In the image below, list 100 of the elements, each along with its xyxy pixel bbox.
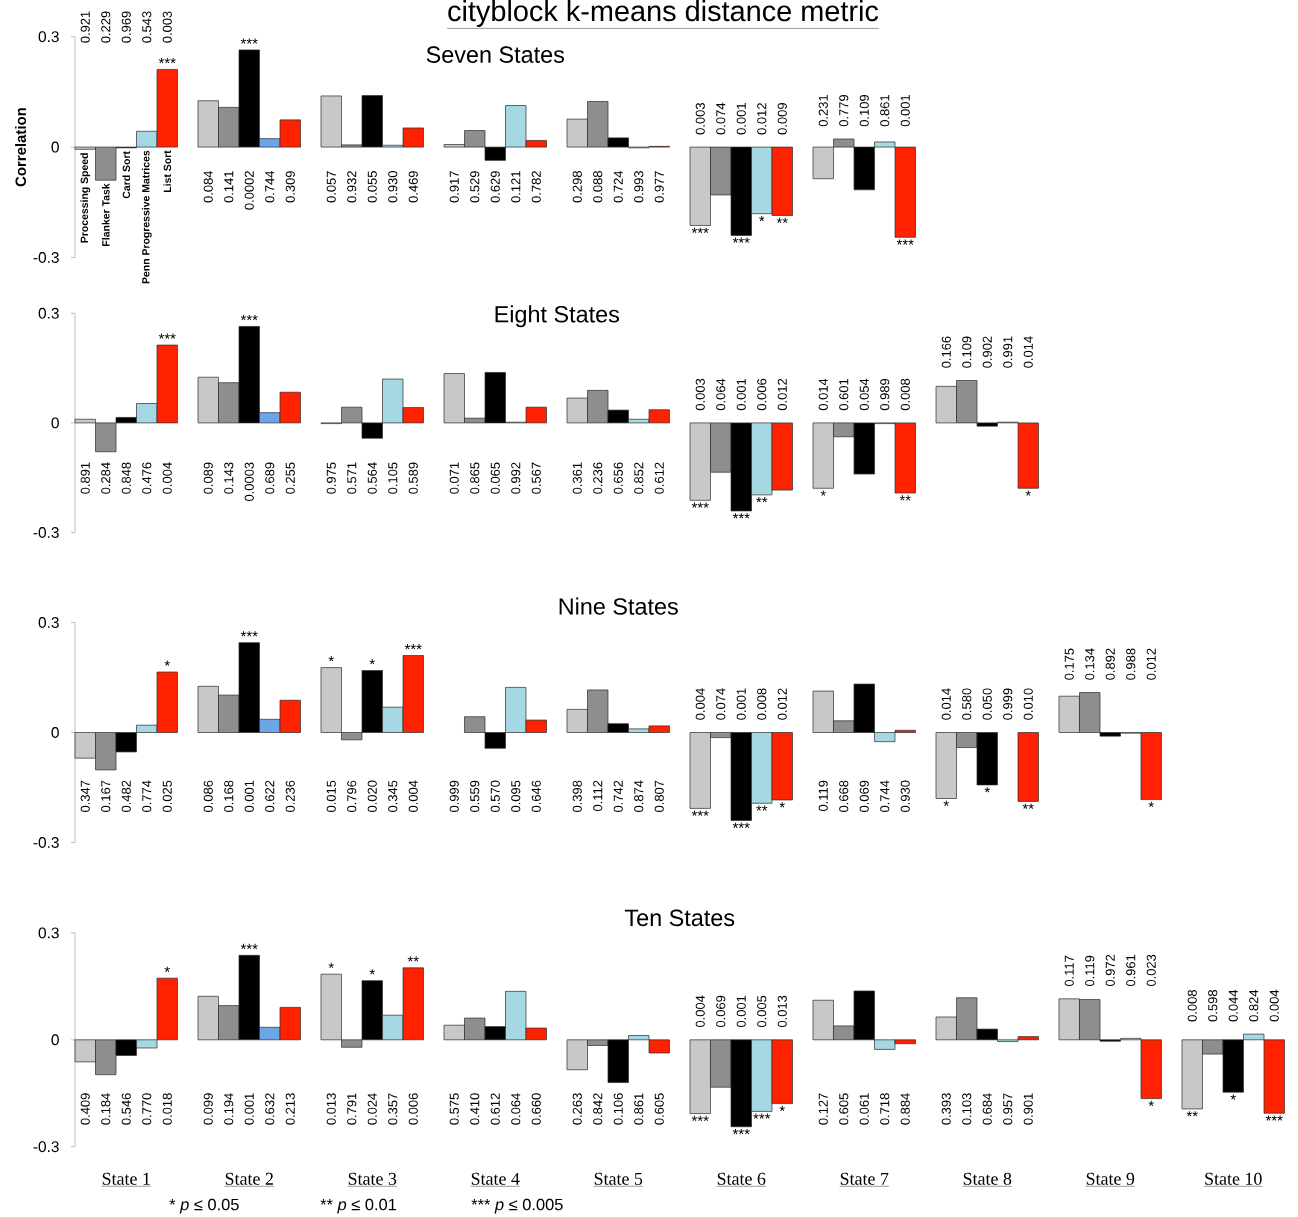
x-tick-label: State 4	[471, 1172, 520, 1185]
annotation: 0.476	[142, 462, 152, 494]
annotation: 0.605	[839, 1093, 849, 1125]
annotation: 0.842	[593, 1093, 603, 1125]
annotation: 0.084	[203, 170, 213, 203]
annotation: 0.796	[347, 780, 357, 813]
annotation: 0.134	[1085, 648, 1095, 680]
annotation: 0.143	[224, 462, 234, 494]
annotation: 0.018	[162, 1093, 172, 1125]
annotation: 0.184	[101, 1093, 111, 1125]
annotation: 0.003	[695, 378, 705, 411]
annotation: 0.991	[1003, 336, 1013, 368]
annotation: ***	[404, 644, 422, 650]
annotation: 0.744	[265, 170, 275, 203]
y-tick-label: -0.3	[33, 252, 59, 263]
annotation: 0.861	[880, 95, 890, 127]
annotation: 0.069	[859, 780, 869, 813]
annotation: 0.779	[839, 95, 849, 127]
annotation: 0.977	[654, 171, 664, 203]
annotation: ***	[753, 1113, 771, 1119]
annotation: 0.284	[101, 462, 111, 494]
annotation: 0.024	[367, 1093, 377, 1125]
annotation: 0.023	[1146, 954, 1156, 987]
annotation: 0.989	[880, 378, 890, 411]
annotation: ***	[1265, 1115, 1283, 1121]
annotation: 0.612	[490, 1093, 500, 1125]
x-tick-label: State 3	[348, 1172, 397, 1185]
annotation: 0.001	[244, 780, 254, 813]
text: Penn Progressive Matrices	[141, 150, 152, 284]
annotation: 0.089	[203, 462, 213, 494]
y-tick-label: -0.3	[33, 527, 59, 538]
annotation: 0.861	[634, 1093, 644, 1125]
annotation: ***	[240, 631, 258, 637]
annotation: 0.020	[367, 780, 377, 813]
annotation: *	[820, 490, 826, 496]
annotation: *	[779, 802, 785, 808]
annotation: 0.010	[1023, 688, 1033, 720]
text: List Sort	[163, 150, 172, 193]
annotation: 0.668	[839, 780, 849, 813]
x-tick-label: State 2	[225, 1172, 273, 1185]
annotation: ***	[240, 943, 258, 950]
annotation: 0.482	[121, 780, 131, 813]
annotation: 0.005	[757, 995, 767, 1028]
annotation: ***	[158, 333, 176, 339]
annotation: 0.564	[367, 462, 377, 494]
annotation: ***	[732, 237, 750, 243]
annotation: 0.774	[142, 780, 152, 813]
x-tick-label: State 8	[963, 1172, 1012, 1185]
annotation: 0.622	[265, 780, 275, 813]
annotation: 0.993	[634, 171, 644, 203]
annotation: 0.050	[982, 688, 992, 720]
x-tick-label: State 7	[840, 1172, 889, 1185]
annotation: 0.001	[736, 103, 746, 135]
annotation: *	[1148, 1100, 1154, 1107]
annotation: 0.014	[941, 688, 951, 720]
annotation: 0.361	[572, 462, 582, 494]
annotation: 0.571	[347, 462, 357, 494]
annotation: **	[776, 217, 788, 223]
annotation: 0.742	[613, 780, 623, 813]
annotation: 0.901	[1023, 1093, 1033, 1125]
annotation: 0.166	[941, 336, 951, 368]
annotation: ***	[158, 57, 176, 64]
chart-subtitle: Seven States	[426, 46, 565, 63]
annotation: 0.006	[757, 378, 767, 411]
annotation: **	[756, 805, 768, 811]
annotation: 0.684	[982, 1093, 992, 1125]
annotation: 0.957	[1003, 1093, 1013, 1125]
text: Processing Speed	[80, 153, 91, 243]
x-tick-label: State 5	[594, 1172, 643, 1185]
annotation: 0.004	[162, 462, 172, 494]
y-tick-label: 0	[51, 1034, 59, 1046]
annotation: 0.109	[962, 336, 972, 368]
annotation: 0.086	[203, 780, 213, 813]
annotation: 0.001	[244, 1093, 254, 1125]
text: Flanker Task	[101, 183, 110, 246]
annotation: 0.103	[962, 1093, 972, 1125]
annotation: ***	[896, 239, 914, 245]
annotation: 0.410	[470, 1093, 480, 1125]
y-tick-label: 0.3	[38, 927, 59, 939]
annotation: 0.069	[716, 995, 726, 1028]
annotation: 0.106	[613, 1093, 623, 1125]
bar	[1017, 732, 1039, 802]
annotation: **	[407, 956, 419, 962]
annotation: 0.347	[80, 780, 90, 813]
annotation: 0.398	[572, 780, 582, 813]
annotation: 0.065	[490, 462, 500, 494]
annotation: *	[779, 1105, 785, 1112]
annotation: 0.015	[326, 780, 336, 813]
annotation: *	[369, 659, 375, 665]
annotation: 0.589	[408, 462, 418, 494]
annotation: 0.884	[900, 1093, 910, 1125]
annotation: 0.601	[839, 378, 849, 411]
annotation: 0.112	[593, 780, 603, 812]
annotation: 0.064	[511, 1093, 521, 1125]
annotation: 0.865	[470, 462, 480, 494]
annotation: 0.345	[388, 780, 398, 813]
annotation: ***	[732, 822, 750, 828]
annotation: 0.580	[962, 688, 972, 720]
annotation: 0.044	[1228, 989, 1238, 1022]
annotation: *	[1148, 801, 1154, 808]
